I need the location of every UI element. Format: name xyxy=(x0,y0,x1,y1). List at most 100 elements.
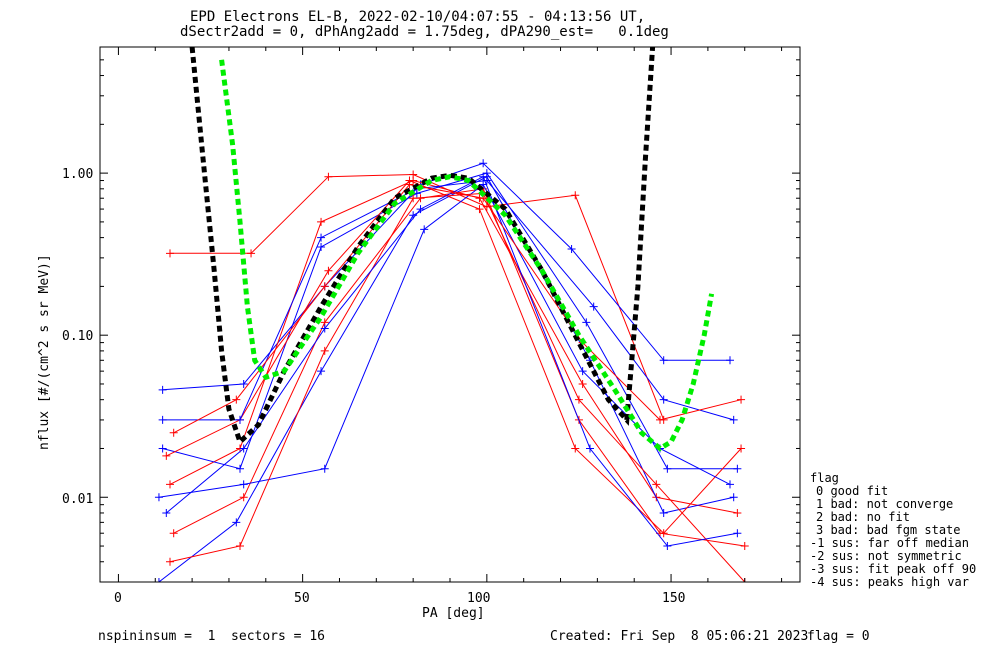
legend-entry: -1 sus: far off median xyxy=(810,536,969,550)
legend-entry: 2 bad: no fit xyxy=(816,510,910,524)
model-curve xyxy=(189,47,656,447)
data-point xyxy=(324,172,333,181)
data-point xyxy=(571,444,580,453)
data-point xyxy=(320,282,329,291)
data-series-line xyxy=(162,179,734,421)
x-tick-label-3: 150 xyxy=(662,591,686,606)
data-point xyxy=(567,245,576,254)
data-point xyxy=(158,385,167,394)
data-point xyxy=(574,395,583,404)
data-point xyxy=(166,557,174,566)
data-point xyxy=(733,508,742,517)
data-point xyxy=(162,451,171,460)
data-point xyxy=(416,205,425,214)
data-point xyxy=(479,159,488,168)
model-curve xyxy=(219,59,715,452)
legend-entry: 3 bad: bad fgm state xyxy=(816,523,961,537)
legend-title: flag xyxy=(810,471,839,485)
data-point xyxy=(320,346,329,355)
x-tick-label-1: 50 xyxy=(294,591,310,606)
data-layer xyxy=(154,47,749,582)
legend-entry: -2 sus: not symmetric xyxy=(810,549,962,563)
data-series-line xyxy=(173,188,745,547)
data-point xyxy=(663,542,672,551)
plot-frame xyxy=(99,46,801,583)
data-point xyxy=(317,233,326,242)
data-point xyxy=(232,518,241,527)
data-point xyxy=(169,529,178,538)
data-point xyxy=(726,480,734,489)
legend-entry: -3 sus: fit peak off 90 xyxy=(810,562,977,576)
data-point xyxy=(659,356,668,365)
footer-flag: flag = 0 xyxy=(807,629,870,644)
data-point xyxy=(236,542,244,551)
data-point xyxy=(317,367,326,376)
data-point xyxy=(578,379,587,388)
data-point xyxy=(236,415,244,424)
data-point xyxy=(652,480,661,489)
data-point xyxy=(475,205,484,214)
data-point xyxy=(729,493,738,502)
data-point xyxy=(239,480,248,489)
data-point xyxy=(166,249,174,258)
data-series-line xyxy=(169,179,738,514)
data-point xyxy=(239,379,248,388)
legend-entry: -4 sus: peaks high var xyxy=(810,575,969,589)
data-point xyxy=(247,249,256,258)
data-series-line xyxy=(173,184,742,434)
y-tick-label-0: 0.01 xyxy=(62,492,94,507)
data-point xyxy=(232,395,241,404)
legend-entry: 0 good fit xyxy=(816,484,889,498)
footer-created: Created: Fri Sep 8 05:06:21 2023 xyxy=(550,629,809,644)
data-point xyxy=(154,578,163,582)
data-point xyxy=(737,444,746,453)
x-axis-label: PA [deg] xyxy=(422,606,485,621)
y-tick-label-1: 0.10 xyxy=(62,329,94,344)
chart-title: EPD Electrons EL-B, 2022-02-10/04:07:55 … xyxy=(190,9,646,25)
data-point xyxy=(656,415,664,424)
tick-layer xyxy=(100,46,800,583)
data-point xyxy=(317,217,326,226)
data-point xyxy=(659,508,668,517)
y-tick-label-2: 1.00 xyxy=(62,167,94,182)
data-point xyxy=(317,243,326,252)
data-point xyxy=(663,464,672,473)
y-axis-label: nflux [#/(cm^2 s sr MeV)] xyxy=(37,254,52,450)
data-point xyxy=(166,480,174,489)
data-point xyxy=(586,444,594,453)
data-point xyxy=(578,367,587,376)
data-series-line xyxy=(158,183,731,498)
footer-nspin: nspininsum = 1 sectors = 16 xyxy=(98,629,325,644)
data-point xyxy=(236,464,244,473)
data-point xyxy=(582,318,591,327)
data-point xyxy=(158,444,167,453)
data-point xyxy=(320,464,329,473)
data-point xyxy=(239,444,248,453)
data-point xyxy=(169,428,178,437)
chart-subtitle: dSectr2add = 0, dPhAng2add = 1.75deg, dP… xyxy=(180,24,669,40)
data-point xyxy=(729,415,738,424)
data-point xyxy=(726,356,734,365)
data-point xyxy=(589,302,598,311)
data-point xyxy=(154,493,163,502)
data-point xyxy=(405,180,414,189)
data-point xyxy=(733,529,742,538)
data-series-line xyxy=(169,192,746,582)
data-point xyxy=(571,191,580,200)
data-point xyxy=(482,169,491,178)
data-point xyxy=(479,172,488,181)
data-point xyxy=(162,508,171,517)
data-point xyxy=(740,542,749,551)
data-point xyxy=(659,395,668,404)
x-tick-label-0: 0 xyxy=(114,591,122,606)
data-series-line xyxy=(166,179,742,534)
data-point xyxy=(320,324,329,333)
data-point xyxy=(158,415,167,424)
legend-entry: 1 bad: not converge xyxy=(816,497,954,511)
data-point xyxy=(324,266,333,275)
data-point xyxy=(733,464,742,473)
data-point xyxy=(409,194,418,203)
data-point xyxy=(737,395,746,404)
data-point xyxy=(420,225,429,234)
